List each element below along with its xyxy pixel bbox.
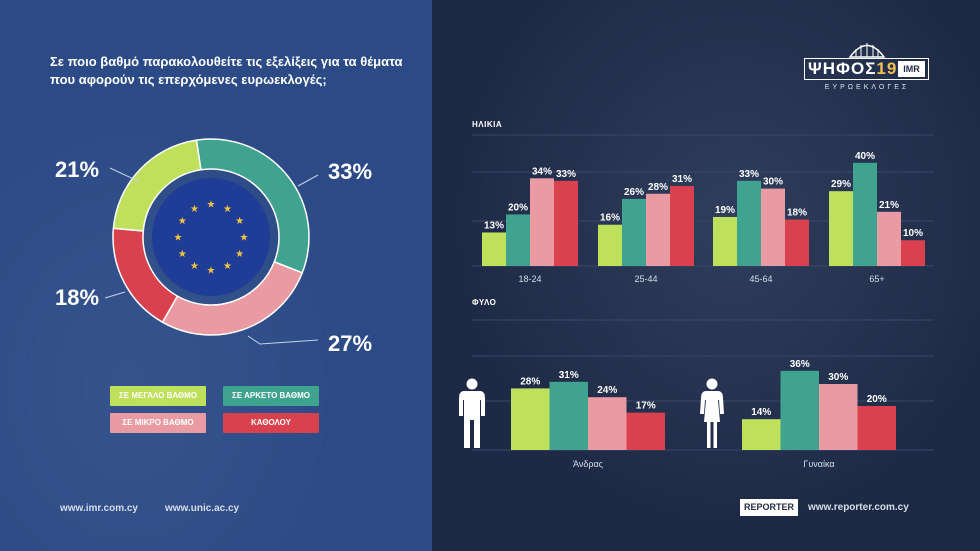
pie-label-little: 27% [328,331,373,356]
gender-bar [511,388,550,450]
age-bar-label: 33% [739,169,759,180]
survey-question: Σε ποιο βαθμό παρακολουθείτε τις εξελίξε… [50,54,403,87]
age-bar [737,180,761,266]
age-bar-label: 13% [484,220,504,231]
legend-great: ΣΕ ΜΕΓΑΛΟ ΒΑΘΜΟ [110,386,206,406]
gender-bar-label: 31% [559,370,579,381]
svg-text:★: ★ [174,233,183,244]
svg-text:★: ★ [240,233,249,244]
age-bar-label: 33% [556,169,576,180]
age-bar [877,211,901,266]
leader-enough [297,174,319,187]
age-bar [506,214,530,266]
age-section-label: ΗΛΙΚΙΑ [472,120,503,129]
age-bar [598,224,622,266]
gender-bar-label: 30% [828,372,848,383]
age-bar-label: 34% [532,166,552,177]
imr-badge: IMR [898,61,925,77]
gender-bar [588,397,627,450]
gender-bar [549,381,588,450]
gender-bar-label: 28% [520,376,540,387]
donut-chart: ★★★★★★★★★ ★ ★★ [104,138,319,345]
age-category-label: 25-44 [634,274,657,284]
leader-little [247,335,319,345]
pie-label-great: 21% [55,157,100,182]
gender-category-label: Άνδρας [573,459,604,469]
age-bar-label: 20% [508,202,528,213]
age-bar-label: 18% [787,208,807,219]
age-bar-label: 16% [600,213,620,224]
eu-stars-icon: ★★★★★★★★★ ★ ★★ [174,200,249,277]
unic-link[interactable]: www.unic.ac.cy [165,503,240,514]
svg-text:★: ★ [223,204,232,215]
logo-frame [804,58,929,80]
age-category-label: 18-24 [518,274,541,284]
svg-text:★: ★ [235,249,244,260]
gender-bar [857,406,896,450]
parliament-dome-icon [848,43,886,58]
legend-enough: ΣΕ ΑΡΚΕΤΟ ΒΑΘΜΟ [223,386,319,406]
age-bar-label: 19% [715,205,735,216]
gender-bar [626,412,665,450]
age-bar [853,162,877,266]
legend-none: ΚΑΘΟΛΟΥ [223,413,319,433]
svg-text:★: ★ [190,204,199,215]
svg-text:★: ★ [235,216,244,227]
age-category-label: 45-64 [749,274,772,284]
female-figure-icon [700,378,724,448]
age-bar [530,178,554,266]
age-bar [482,232,506,266]
age-bar [646,193,670,266]
svg-text:★: ★ [178,249,187,260]
eu-flag-circle [152,178,270,296]
leader-great [109,167,141,183]
age-bar [713,216,737,266]
age-bar-label: 28% [648,182,668,193]
gender-bar [742,419,781,450]
age-bar [554,180,578,266]
age-bar-label: 40% [855,151,875,162]
age-bar-label: 30% [763,177,783,188]
imr-link[interactable]: www.imr.com.cy [60,503,138,514]
age-bar [829,191,853,266]
logo-subtitle: ΕΥΡΩΕΚΛΟΓΕΣ [824,84,910,91]
age-bar [622,198,646,266]
gender-bar-label: 24% [597,385,617,396]
age-category-label: 65+ [869,274,884,284]
reporter-logo: REPORTER [740,499,798,516]
age-bar [901,240,925,266]
svg-text:★: ★ [223,261,232,272]
pie-label-none: 18% [55,285,100,310]
gender-bar-label: 14% [751,407,771,418]
age-bar-label: 10% [903,228,923,239]
svg-text:★: ★ [207,200,216,211]
gender-bar [780,370,819,450]
leader-none [104,291,126,299]
reporter-link[interactable]: www.reporter.com.cy [808,502,909,513]
age-bar-label: 26% [624,187,644,198]
svg-text:★: ★ [207,266,216,277]
gender-bar [819,384,858,450]
gender-bar-label: 20% [867,394,887,405]
age-bar [670,186,694,266]
gender-bar-label: 36% [790,359,810,370]
psifos19-logo: ΨΗΦΟΣ19 IMR ΕΥΡΩΕΚΛΟΓΕΣ [796,38,936,93]
age-bar-label: 29% [831,179,851,190]
age-bar-label: 31% [672,174,692,185]
age-bar [785,219,809,266]
right-panel [432,0,980,551]
gender-category-label: Γυναίκα [803,459,834,469]
pie-label-enough: 33% [328,159,373,184]
age-bar [761,188,785,266]
male-figure-icon [459,378,485,448]
legend-little: ΣΕ ΜΙΚΡΟ ΒΑΘΜΟ [110,413,206,433]
gender-bar-label: 17% [636,401,656,412]
donut-slice-great [112,139,202,232]
svg-text:★: ★ [178,216,187,227]
age-bar-label: 21% [879,200,899,211]
svg-text:★: ★ [190,261,199,272]
gender-section-label: ΦΥΛΟ [472,298,497,307]
logo-text: ΨΗΦΟΣ19 [808,59,898,78]
